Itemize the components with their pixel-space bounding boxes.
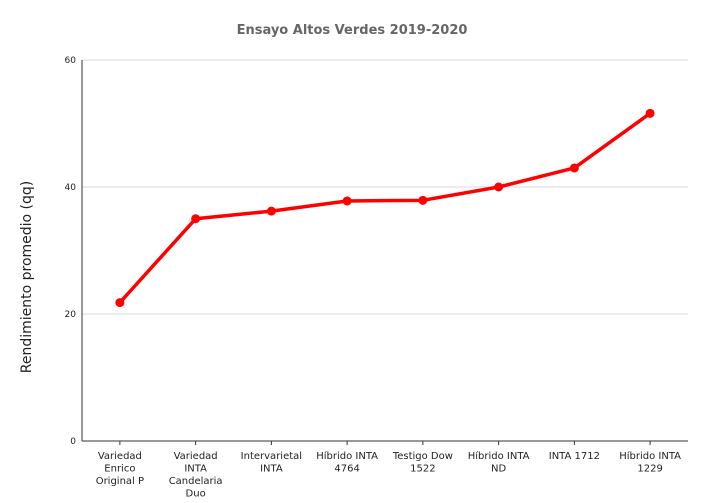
x-tick-label: Variedad Enrico Original P [96, 451, 144, 487]
data-point[interactable] [494, 182, 504, 192]
x-tick-label: Híbrido INTA ND [468, 450, 530, 475]
data-point[interactable] [645, 108, 655, 118]
axes [81, 60, 688, 445]
x-tick-label: Variedad INTA Candelaria Duo [169, 451, 223, 500]
data-point[interactable] [342, 196, 352, 206]
chart-title: Ensayo Altos Verdes 2019-2020 [237, 23, 468, 38]
y-tick-label: 40 [65, 183, 77, 193]
x-tick-label: Híbrido INTA 1229 [619, 450, 681, 475]
data-point[interactable] [191, 214, 201, 224]
data-point[interactable] [569, 163, 579, 173]
x-tick-label: Testigo Dow 1522 [392, 451, 453, 475]
gridlines [82, 59, 688, 315]
data-point[interactable] [266, 206, 276, 216]
x-tick-label: Intervarietal INTA [241, 451, 302, 475]
series-yield [115, 108, 655, 308]
data-point[interactable] [115, 298, 125, 308]
y-axis-ticks: 0 20 40 60 [65, 56, 77, 447]
y-tick-label: 20 [65, 310, 77, 320]
y-tick-label: 0 [70, 437, 76, 447]
x-axis-ticks: Variedad Enrico Original P Variedad INTA Cand… [96, 450, 681, 500]
x-tick-label: INTA 1712 [549, 451, 600, 462]
y-axis-label: Rendimiento promedio (qq) [19, 181, 35, 374]
x-tick-label: Híbrido INTA 4764 [316, 450, 378, 475]
y-tick-label: 60 [65, 56, 77, 66]
data-point[interactable] [418, 195, 428, 205]
series-line [118, 111, 652, 305]
